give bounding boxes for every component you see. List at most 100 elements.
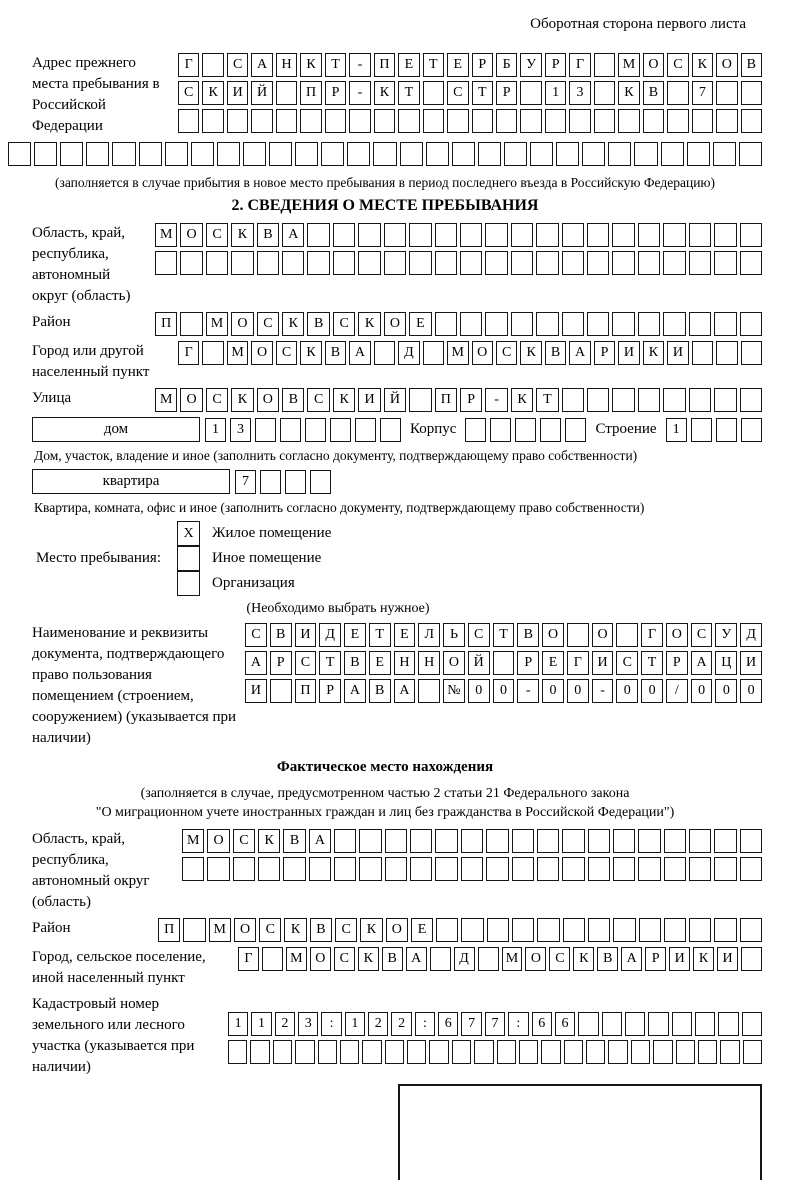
char-box[interactable] [637,312,661,336]
char-box[interactable] [562,829,585,853]
char-box[interactable] [409,388,432,412]
char-box[interactable]: С [616,651,639,675]
char-box[interactable]: А [245,651,267,675]
char-box[interactable] [275,109,298,133]
char-box[interactable] [638,918,661,942]
char-box[interactable] [429,1040,449,1064]
char-box[interactable] [586,1040,606,1064]
char-box[interactable] [663,918,687,942]
place-type-checkbox[interactable] [177,571,200,596]
place-type-checkbox[interactable]: X [177,521,200,546]
char-box[interactable] [435,857,458,881]
char-box[interactable]: 7 [484,1012,506,1036]
char-box[interactable] [410,857,433,881]
char-box[interactable]: В [544,341,567,365]
char-box[interactable]: 2 [391,1012,412,1036]
char-box[interactable]: С [549,947,571,971]
char-box[interactable]: Р [544,53,567,77]
char-box[interactable]: 0 [690,679,713,703]
char-box[interactable] [565,417,587,442]
char-box[interactable] [612,388,635,412]
char-box[interactable]: 0 [740,679,762,703]
char-box[interactable] [587,857,610,881]
char-box[interactable]: К [360,918,383,942]
char-box[interactable]: А [349,341,371,365]
char-box[interactable]: В [282,388,305,412]
char-box[interactable] [741,1012,762,1036]
char-box[interactable] [383,251,407,275]
char-box[interactable]: К [357,947,379,971]
char-box[interactable] [688,857,712,881]
char-box[interactable]: И [358,388,381,412]
char-box[interactable] [587,829,610,853]
char-box[interactable] [398,109,420,133]
char-box[interactable]: О [180,223,203,247]
char-box[interactable] [561,312,585,336]
char-box[interactable] [474,1040,494,1064]
char-box[interactable] [720,1040,740,1064]
char-box[interactable] [269,142,293,166]
char-box[interactable] [739,312,762,336]
char-box[interactable] [697,1040,718,1064]
char-box[interactable] [544,109,567,133]
char-box[interactable]: О [642,53,665,77]
char-box[interactable] [582,142,606,166]
char-box[interactable]: С [332,312,356,336]
char-box[interactable]: 3 [230,417,251,442]
char-box[interactable]: С [467,623,490,647]
char-box[interactable]: № [443,679,465,703]
char-box[interactable]: В [324,341,347,365]
char-box[interactable] [226,109,249,133]
char-box[interactable] [373,142,397,166]
char-box[interactable]: С [275,341,298,365]
char-box[interactable]: В [381,947,403,971]
char-box[interactable] [634,142,658,166]
char-box[interactable]: М [208,918,231,942]
char-box[interactable] [587,918,611,942]
char-box[interactable] [510,312,534,336]
char-box[interactable] [295,142,319,166]
char-box[interactable]: К [520,341,542,365]
char-box[interactable]: О [716,53,738,77]
char-box[interactable]: А [690,651,713,675]
char-box[interactable]: М [501,947,523,971]
char-box[interactable]: 6 [438,1012,459,1036]
char-box[interactable] [275,81,298,105]
char-box[interactable] [250,1040,270,1064]
char-box[interactable]: 1 [344,1012,366,1036]
char-box[interactable] [612,829,636,853]
char-box[interactable] [613,918,636,942]
char-box[interactable]: М [447,341,469,365]
char-box[interactable]: И [226,81,249,105]
char-box[interactable] [688,223,712,247]
char-box[interactable] [587,223,610,247]
char-box[interactable]: Т [641,651,663,675]
char-box[interactable]: О [309,947,331,971]
char-box[interactable]: 1 [251,1012,272,1036]
char-box[interactable] [512,918,535,942]
char-box[interactable]: 0 [566,679,589,703]
char-box[interactable]: К [231,388,254,412]
char-box[interactable] [451,1040,472,1064]
char-box[interactable]: 0 [715,679,738,703]
char-box[interactable]: Г [178,53,200,77]
char-box[interactable]: Г [641,623,663,647]
confirmation-stamp-box[interactable] [398,1084,762,1180]
char-box[interactable] [739,857,762,881]
char-box[interactable] [332,251,356,275]
char-box[interactable]: 1 [544,81,567,105]
char-box[interactable]: И [740,651,762,675]
char-box[interactable]: Е [393,623,416,647]
char-box[interactable] [510,223,534,247]
char-box[interactable]: А [282,223,305,247]
char-box[interactable] [307,251,330,275]
char-box[interactable]: Т [422,53,445,77]
char-box[interactable] [536,857,560,881]
char-box[interactable] [310,469,331,494]
char-box[interactable] [485,312,508,336]
char-box[interactable]: 6 [531,1012,552,1036]
char-box[interactable] [740,109,762,133]
char-box[interactable] [373,341,396,365]
char-box[interactable] [530,142,554,166]
char-box[interactable]: И [667,341,689,365]
